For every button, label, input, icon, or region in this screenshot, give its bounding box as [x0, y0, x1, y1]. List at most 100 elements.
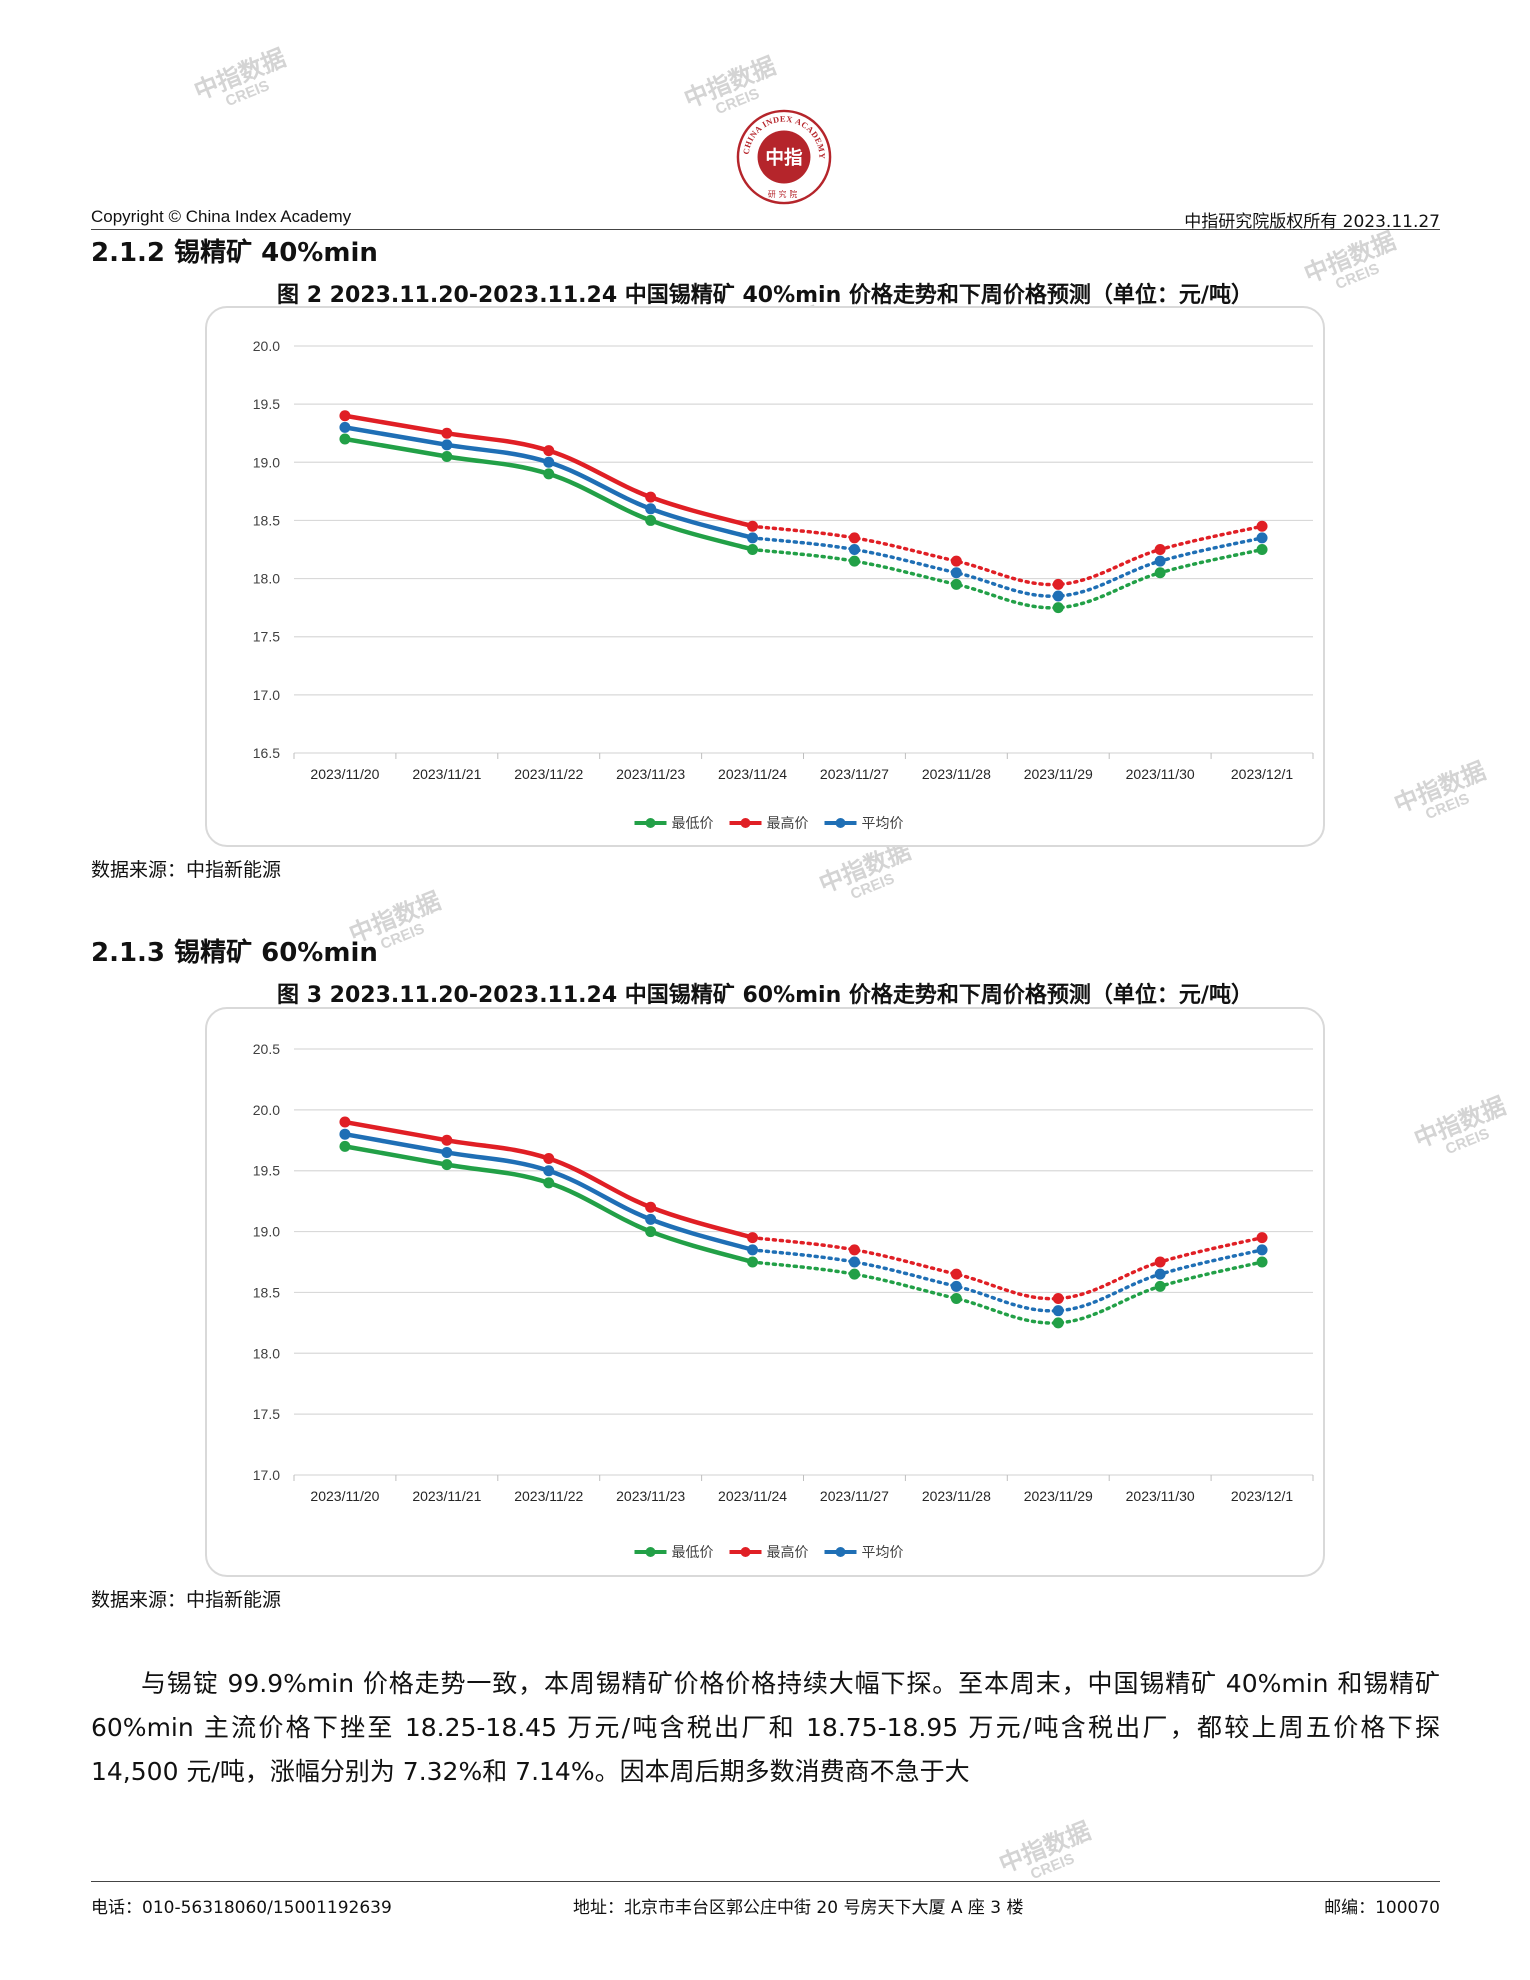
- legend-marker: [835, 1547, 846, 1557]
- seal-center-text: 中指: [765, 147, 803, 169]
- data-point: [1256, 520, 1268, 532]
- data-point: [950, 1293, 962, 1305]
- data-point: [645, 1226, 657, 1238]
- data-point: [950, 1268, 962, 1280]
- data-point: [950, 578, 962, 590]
- x-tick-label: 2023/11/30: [1126, 1488, 1195, 1504]
- watermark-text: CREIS: [223, 77, 273, 111]
- watermark-text: 中指数据: [995, 1816, 1095, 1879]
- data-point: [1256, 532, 1268, 544]
- y-tick-label: 18.5: [253, 512, 280, 528]
- data-point: [1052, 1317, 1064, 1329]
- watermark-text: 中指数据: [680, 51, 780, 114]
- data-point: [848, 1268, 860, 1280]
- header-divider: [91, 229, 1440, 230]
- data-point: [1052, 590, 1064, 602]
- y-tick-label: 17.0: [253, 1467, 280, 1483]
- legend-marker: [835, 818, 846, 828]
- x-tick-label: 2023/12/1: [1231, 766, 1293, 782]
- data-point: [441, 1159, 453, 1171]
- data-point: [1052, 1293, 1064, 1305]
- data-point: [1256, 1256, 1268, 1268]
- data-point: [543, 1153, 555, 1165]
- legend-label: 最低价: [672, 816, 714, 832]
- series-line-forecast: [750, 547, 1264, 610]
- data-point: [1256, 1244, 1268, 1256]
- legend-label: 平均价: [862, 816, 904, 832]
- chart-svg: 20.0 19.5 19.0 18.5 18.0 17.5 17.0 16.5 2023/11/…: [253, 338, 1314, 832]
- x-tick-label: 2023/11/24: [718, 1488, 787, 1504]
- x-tick-label: 2023/11/23: [616, 1488, 685, 1504]
- x-tick-label: 2023/11/21: [412, 766, 481, 782]
- x-tick-label: 2023/11/22: [514, 1488, 583, 1504]
- watermark-text: 中指数据: [1390, 756, 1490, 819]
- x-tick-label: 2023/11/28: [922, 766, 991, 782]
- watermark-text: 中指数据: [1410, 1091, 1510, 1154]
- section-title: 2.1.3 锡精矿 60%min: [91, 938, 378, 968]
- y-tick-label: 19.0: [253, 454, 280, 470]
- x-tick-label: 2023/11/21: [412, 1488, 481, 1504]
- data-point: [645, 1213, 657, 1225]
- series-line-actual: [342, 425, 755, 541]
- y-tick-label: 17.0: [253, 687, 280, 703]
- data-point: [339, 410, 351, 422]
- data-point: [1154, 544, 1166, 555]
- data-point: [645, 491, 657, 503]
- data-source: 数据来源：中指新能源: [91, 859, 282, 881]
- data-point: [339, 1128, 351, 1140]
- data-point: [543, 456, 555, 468]
- data-point: [441, 427, 453, 439]
- data-point: [339, 1140, 351, 1152]
- data-point: [848, 1256, 860, 1268]
- data-point: [1052, 578, 1064, 590]
- data-point: [1154, 1280, 1166, 1292]
- seal-bottom-text: 研究院: [768, 189, 800, 199]
- data-point: [339, 433, 351, 445]
- data-point: [339, 1116, 351, 1128]
- legend-marker: [740, 818, 751, 828]
- series-line-forecast: [750, 524, 1264, 587]
- data-point: [950, 1280, 962, 1292]
- legend-marker: [645, 1547, 656, 1557]
- data-point: [1154, 1268, 1166, 1280]
- data-point: [1052, 1305, 1064, 1317]
- y-tick-label: 20.0: [253, 1102, 280, 1118]
- watermark-text: CREIS: [1423, 790, 1473, 824]
- data-point: [1154, 1256, 1166, 1268]
- footer-phone: 电话：010-56318060/15001192639: [91, 1898, 392, 1918]
- data-point: [543, 1165, 555, 1177]
- data-point: [747, 1256, 759, 1268]
- y-tick-label: 18.0: [253, 1345, 280, 1361]
- data-point: [1154, 567, 1166, 579]
- figure-title: 图 2 2023.11.20-2023.11.24 中国锡精矿 40%min 价…: [277, 283, 1253, 308]
- x-tick-label: 2023/11/22: [514, 766, 583, 782]
- data-point: [645, 503, 657, 515]
- x-tick-label: 2023/11/24: [718, 766, 787, 782]
- chart-svg: 20.5 20.0 19.5 19.0 18.5 18.0 17.5 17.0 2023/11/…: [253, 1041, 1314, 1561]
- data-point: [339, 421, 351, 433]
- y-tick-label: 18.0: [253, 571, 280, 587]
- data-point: [950, 567, 962, 579]
- watermark-text: CREIS: [1028, 1850, 1078, 1884]
- x-tick-label: 2023/11/27: [820, 766, 889, 782]
- data-point: [1154, 555, 1166, 567]
- x-tick-label: 2023/11/27: [820, 1488, 889, 1504]
- legend-label: 最低价: [672, 1545, 714, 1561]
- x-tick-label: 2023/11/29: [1024, 766, 1093, 782]
- footer-divider: [91, 1881, 1440, 1882]
- x-tick-label: 2023/11/23: [616, 766, 685, 782]
- data-point: [747, 544, 759, 555]
- y-tick-label: 19.5: [253, 1163, 280, 1179]
- data-point: [1052, 602, 1064, 614]
- legend-marker: [740, 1547, 751, 1557]
- data-source: 数据来源：中指新能源: [91, 1589, 282, 1611]
- data-point: [747, 532, 759, 544]
- x-tick-label: 2023/11/28: [922, 1488, 991, 1504]
- data-point: [747, 520, 759, 532]
- data-point: [848, 1244, 860, 1256]
- series-line-forecast: [750, 1235, 1264, 1301]
- y-tick-label: 17.5: [253, 1406, 280, 1422]
